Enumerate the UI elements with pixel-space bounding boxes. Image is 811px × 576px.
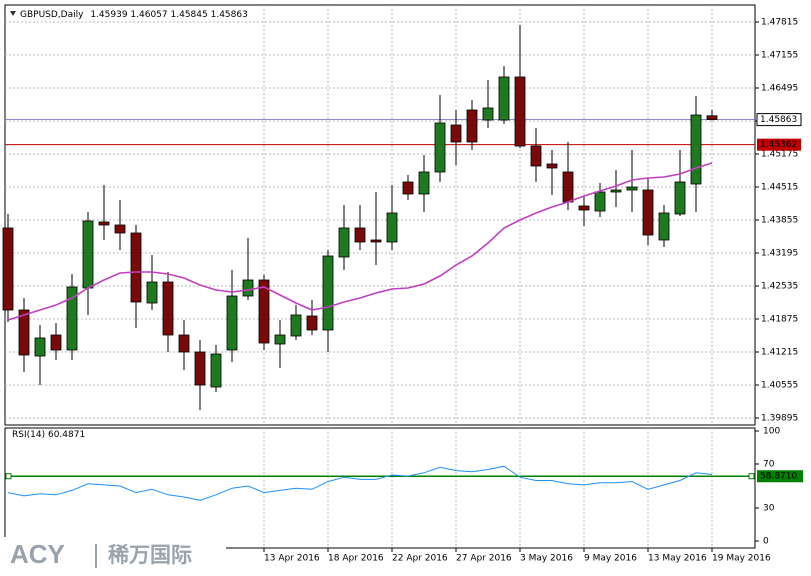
y-tick-label: 1.43195 [761,249,798,259]
close-value: 1.45863 [211,10,248,20]
x-tick-label: 9 May 2016 [584,554,637,564]
candle-body [402,181,414,195]
open-value: 1.45939 [90,10,127,20]
y-tick-label: 1.47155 [761,51,798,61]
candle-body [242,279,254,297]
candle-body [434,122,446,173]
candle-body [466,109,478,143]
candle-body [34,337,46,357]
rsi-level-handle [5,473,12,480]
candle-body [546,163,558,169]
y-tick-label: 1.39895 [761,414,798,424]
logo-brand: ACY [10,539,65,569]
candle-body [226,295,238,351]
candle-body [690,114,702,185]
candle-body [66,286,78,351]
rsi-tick-label: 0 [763,537,769,547]
candle-body [658,212,670,241]
logo-box [0,537,226,576]
high-value: 1.46057 [130,10,167,20]
y-tick-label: 1.47815 [761,18,798,28]
candle-body [562,171,574,203]
candle-body [194,351,206,386]
candle-body [18,309,30,356]
candle-body [642,189,654,236]
candle-body [386,212,398,243]
y-tick-label: 1.45175 [761,150,798,160]
x-tick-label: 18 Apr 2016 [328,554,384,564]
candle-body [50,334,62,351]
candle-body [498,76,510,121]
candle-body [706,115,718,121]
y-tick-label: 1.40555 [761,381,798,391]
low-value: 1.45845 [171,10,208,20]
candle-body [482,107,494,121]
rsi-level-label: 58.8710 [760,472,797,482]
candle-body [338,227,350,258]
candle-body [322,255,334,331]
rsi-header: RSI(14) 60.4871 [12,430,85,440]
candle-body [274,334,286,345]
bid-label: 1.45863 [760,115,797,125]
rsi-level-box [757,470,803,483]
x-tick-label: 13 Apr 2016 [264,554,320,564]
candle-body [354,227,366,243]
bid-box [756,113,802,127]
candle-body [2,227,14,311]
plot-layer: 1.478151.471551.464951.458351.451751.445… [2,5,803,564]
candle-body [210,353,222,388]
candle-body [258,279,270,344]
candle-body [98,221,110,226]
candle-body [370,239,382,243]
candle-body [530,145,542,167]
candle-body [130,232,142,303]
x-tick-label: 13 May 2016 [648,554,707,564]
candle-body [114,224,126,234]
rsi-line [7,465,713,501]
rsi-label: RSI(14) [12,430,45,440]
menu-icon [10,11,16,16]
y-tick-label: 1.42535 [761,282,798,292]
candle-body [674,181,686,215]
candle-body [146,281,158,304]
rsi-value: 60.4871 [48,430,85,440]
candle-body [450,124,462,143]
y-tick-label: 1.46495 [761,84,798,94]
candle-body [594,191,606,212]
price-line-box [757,138,801,151]
x-tick-label: 22 Apr 2016 [392,554,448,564]
rsi-tick-label: 70 [763,460,775,470]
candle-body [610,189,622,193]
y-tick-label: 1.43855 [761,216,798,226]
y-tick-label: 1.41215 [761,348,798,358]
rsi-panel [4,427,756,549]
x-tick-label: 19 May 2016 [712,554,771,564]
rsi-level-handle [748,473,755,480]
chart-title: GBPUSD,Daily [20,10,84,20]
candle-body [626,186,638,191]
x-tick-label: 27 Apr 2016 [456,554,512,564]
candle-body [578,205,590,211]
moving-average [7,162,713,321]
candle-body [418,171,430,195]
y-tick-label: 1.44515 [761,183,798,193]
candle-body [290,314,302,337]
candle-body [514,76,526,147]
main-panel [4,4,756,426]
chart-header: GBPUSD,Daily 1.45939 1.46057 1.45845 1.4… [20,10,248,20]
candle-body [162,281,174,336]
price-line-label: 1.45362 [760,140,797,150]
x-tick-label: 3 May 2016 [520,554,573,564]
rsi-tick-label: 30 [763,504,775,514]
candle-body [82,220,94,289]
y-tick-label: 1.41875 [761,315,798,325]
logo-name: 稀万国际 [108,543,192,567]
candle-body [306,315,318,331]
rsi-tick-label: 100 [763,427,780,437]
candle-body [178,334,190,353]
